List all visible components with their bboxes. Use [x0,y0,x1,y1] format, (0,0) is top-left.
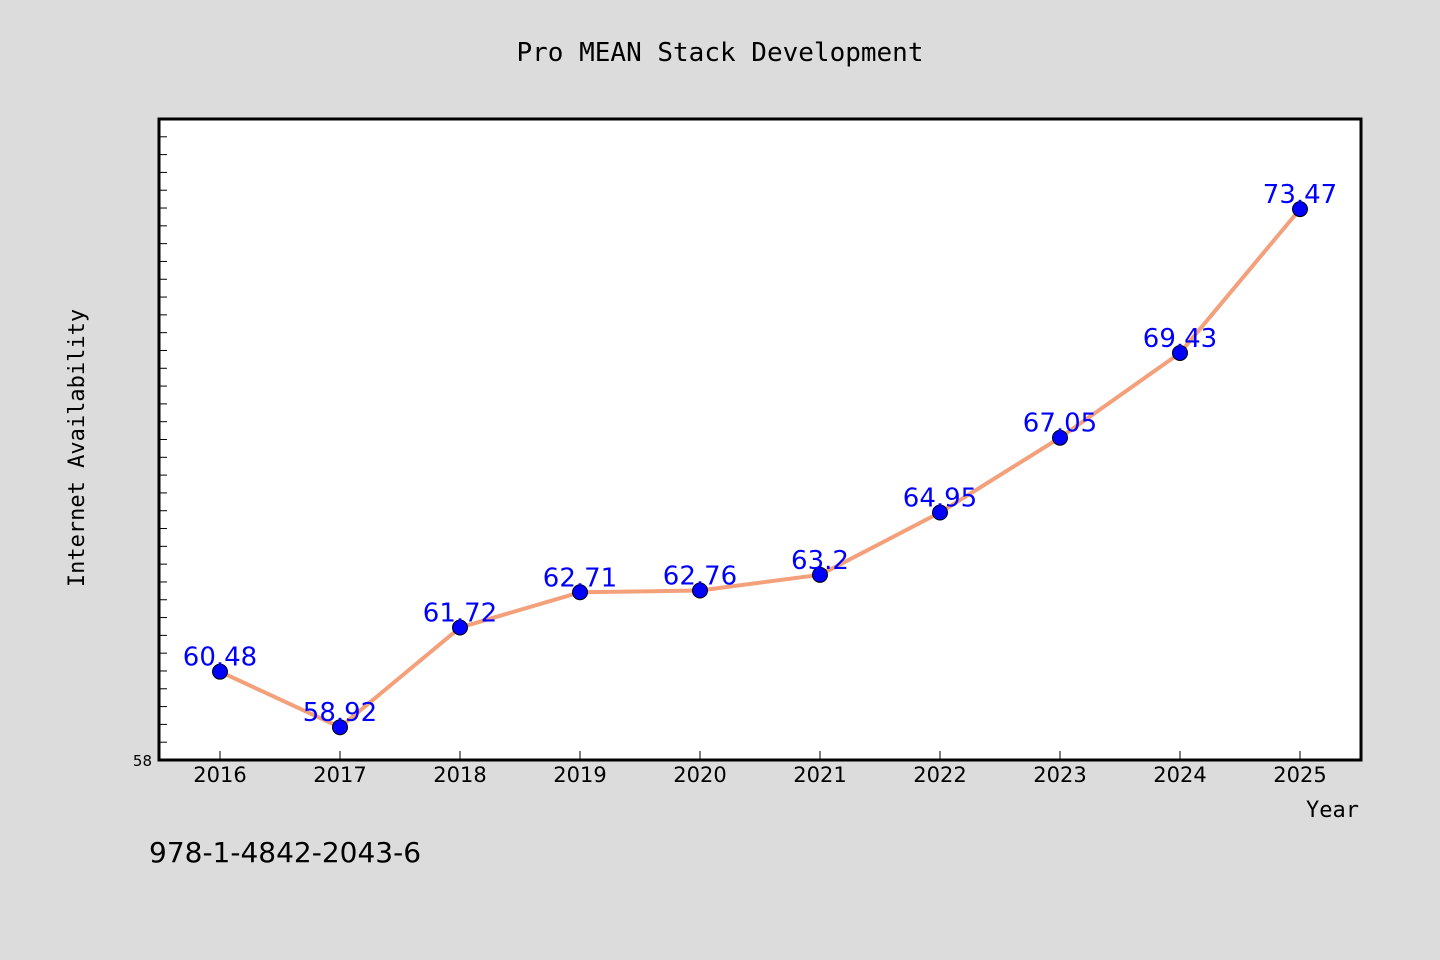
data-label: 61.72 [423,599,497,629]
data-point [332,719,348,736]
data-point [452,619,468,636]
x-tick-label: 2020 [673,763,726,787]
series-markers [212,201,1308,736]
data-label: 60.48 [183,643,257,673]
data-label: 64.95 [903,484,977,514]
x-tick-label: 2024 [1153,763,1206,787]
data-label: 58.92 [303,698,377,728]
data-label: 69.43 [1143,324,1217,354]
data-label: 67.05 [1023,409,1097,439]
series-line [219,207,1302,730]
y-axis-ticks [159,136,167,743]
data-point [572,584,588,601]
x-tick-label: 2023 [1033,763,1086,787]
data-point [1292,201,1308,218]
x-tick-label: 2016 [193,763,246,787]
x-tick-label: 2021 [793,763,846,787]
plot-area [157,117,1363,762]
data-point [212,663,228,680]
data-point [812,566,828,583]
chart-title: Pro MEAN Stack Development [517,38,924,68]
data-point [692,582,708,599]
x-axis-label: Year [1306,798,1359,823]
x-tick-label: 2019 [553,763,606,787]
x-tick-label: 2025 [1273,763,1326,787]
data-label: 73.47 [1263,180,1337,210]
data-label: 62.71 [543,563,617,593]
data-point [932,504,948,521]
isbn-annotation: 978-1-4842-2043-6 [149,836,421,869]
data-label: 63.2 [791,546,849,576]
x-axis-ticks: 2016 2017 2018 2019 2020 2021 2022 2023 2024 2025 [193,751,1327,787]
x-tick-label: 2022 [913,763,966,787]
data-point [1172,344,1188,361]
y-tick-label: 58 [133,752,152,770]
x-tick-label: 2018 [433,763,486,787]
data-labels: 60.48 58.92 61.72 62.71 62.76 63.2 64.95 67.05 6… [183,180,1337,728]
data-point [1052,429,1068,446]
data-label: 62.76 [663,561,737,591]
y-axis-label: Internet Availability [65,309,90,587]
x-tick-label: 2017 [313,763,366,787]
